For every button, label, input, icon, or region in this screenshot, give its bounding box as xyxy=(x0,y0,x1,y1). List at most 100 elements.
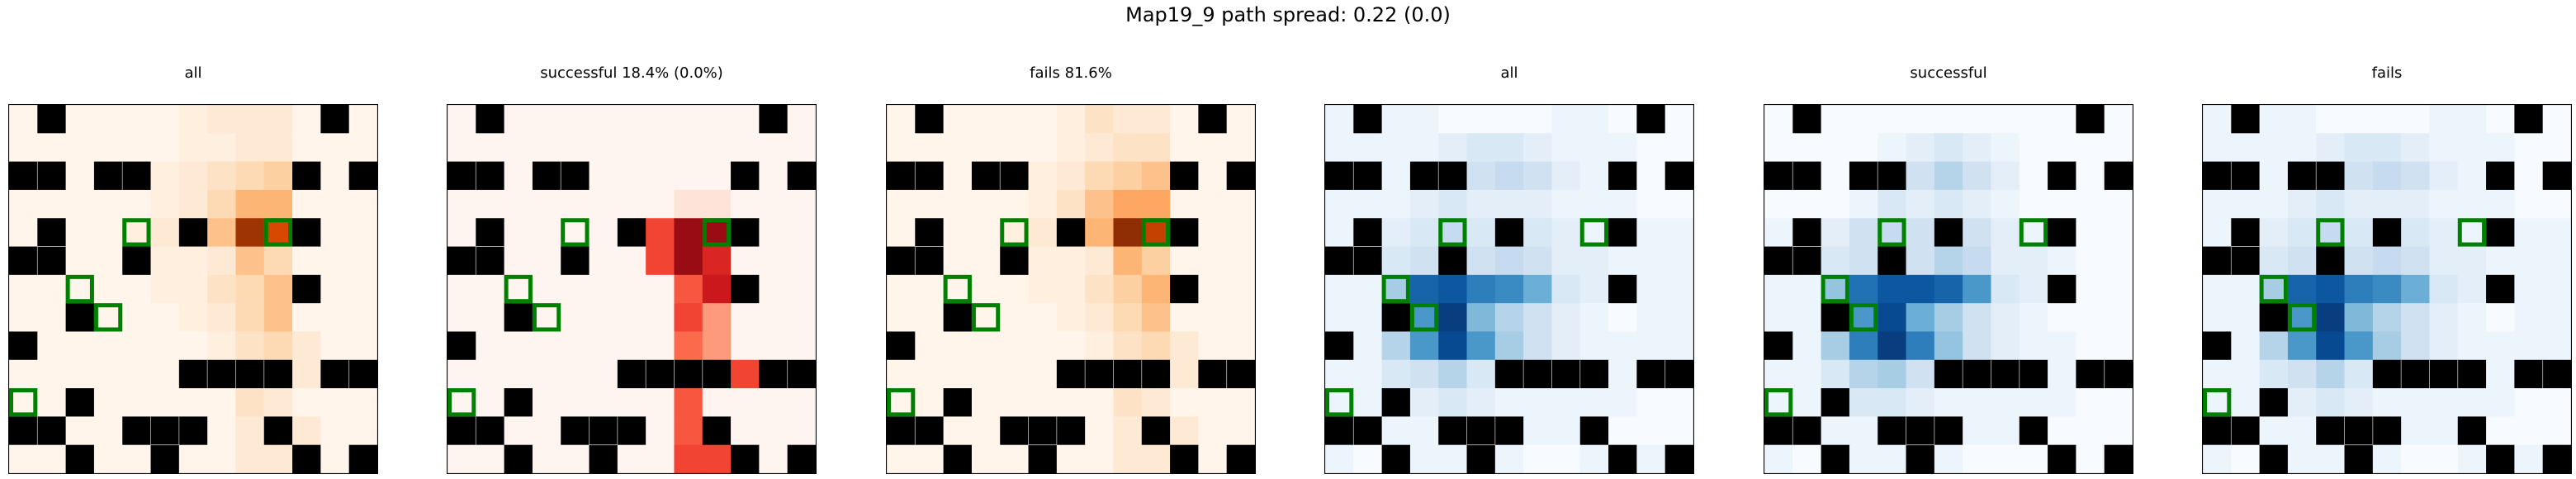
heat-cell xyxy=(1636,303,1666,333)
heat-cell xyxy=(2372,105,2402,134)
heat-cell xyxy=(759,444,788,474)
heat-cell xyxy=(1409,416,1439,446)
heat-cell xyxy=(93,274,123,304)
heat-cell xyxy=(1325,303,1354,333)
obstacle-cell xyxy=(887,416,916,446)
obstacle-cell xyxy=(943,388,973,417)
heat-cell xyxy=(1325,388,1354,417)
heat-cell xyxy=(150,189,180,219)
heat-cell xyxy=(2372,388,2402,417)
heat-cell xyxy=(122,359,152,389)
heat-cell xyxy=(1991,105,2020,134)
heat-cell xyxy=(1325,105,1354,134)
heat-cell xyxy=(1934,161,1963,191)
heat-cell xyxy=(2429,274,2459,304)
obstacle-cell xyxy=(1878,416,1907,446)
obstacle-cell xyxy=(292,444,321,474)
heat-cell xyxy=(1353,133,1383,163)
heat-cell xyxy=(1438,133,1468,163)
heat-cell xyxy=(1608,359,1637,389)
heat-cell xyxy=(1085,274,1115,304)
heat-cell xyxy=(122,218,152,248)
goal-marker xyxy=(2019,218,2048,247)
heat-cell xyxy=(887,133,916,163)
heatmap-grid xyxy=(8,104,378,474)
obstacle-cell xyxy=(320,359,350,389)
heat-cell xyxy=(674,218,703,248)
heat-cell xyxy=(1551,218,1581,248)
heat-cell xyxy=(207,133,237,163)
obstacle-cell xyxy=(65,444,95,474)
heat-cell xyxy=(674,189,703,219)
heat-cell xyxy=(150,359,180,389)
heat-cell xyxy=(787,133,817,163)
panel-title: fails xyxy=(2371,64,2403,82)
heat-cell xyxy=(1849,133,1878,163)
obstacle-cell xyxy=(2259,388,2289,417)
heat-cell xyxy=(2344,161,2374,191)
obstacle-cell xyxy=(1141,416,1171,446)
heat-cell xyxy=(2486,331,2515,361)
heat-cell xyxy=(1028,359,1058,389)
heat-cell xyxy=(65,246,95,276)
obstacle-cell xyxy=(561,161,590,191)
heat-cell xyxy=(122,388,152,417)
heat-cell xyxy=(1579,133,1609,163)
obstacle-cell xyxy=(1849,161,1878,191)
heat-cell xyxy=(2429,189,2459,219)
obstacle-cell xyxy=(447,331,476,361)
heat-cell xyxy=(731,189,760,219)
heat-cell xyxy=(971,133,1001,163)
heat-cell xyxy=(674,161,703,191)
heat-cell xyxy=(731,416,760,446)
obstacle-cell xyxy=(1579,359,1609,389)
heat-cell xyxy=(617,246,646,276)
obstacle-cell xyxy=(2542,359,2572,389)
heat-cell xyxy=(646,218,675,248)
obstacle-cell xyxy=(1353,218,1383,248)
heat-cell xyxy=(1878,218,1907,248)
heat-cell xyxy=(1226,189,1256,219)
heat-cell xyxy=(943,218,973,248)
obstacle-cell xyxy=(178,359,208,389)
heat-cell xyxy=(37,303,67,333)
obstacle-cell xyxy=(1381,444,1411,474)
obstacle-cell xyxy=(1170,161,1199,191)
heat-cell xyxy=(263,218,293,248)
heat-cell xyxy=(589,359,618,389)
heat-cell xyxy=(1963,274,1992,304)
obstacle-cell xyxy=(1325,161,1354,191)
heat-cell xyxy=(1494,388,1524,417)
heat-cell xyxy=(561,189,590,219)
heat-cell xyxy=(447,105,476,134)
heat-cell xyxy=(1170,416,1199,446)
heat-cell xyxy=(1325,189,1354,219)
heat-cell xyxy=(1438,303,1468,333)
heat-cell xyxy=(2429,388,2459,417)
heat-cell xyxy=(1963,133,1992,163)
heat-cell xyxy=(1198,246,1228,276)
heat-cell xyxy=(2104,388,2133,417)
axes-frame xyxy=(447,104,817,474)
heat-cell xyxy=(122,189,152,219)
heat-cell xyxy=(1113,105,1143,134)
heat-cell xyxy=(2287,133,2317,163)
heat-cell xyxy=(759,303,788,333)
heat-cell xyxy=(476,359,505,389)
obstacle-cell xyxy=(2231,161,2261,191)
heat-cell xyxy=(1409,359,1439,389)
obstacle-cell xyxy=(2542,161,2572,191)
heat-cell xyxy=(1664,133,1694,163)
heat-cell xyxy=(1636,331,1666,361)
heat-cell xyxy=(1608,388,1637,417)
obstacle-cell xyxy=(1000,161,1030,191)
obstacle-cell xyxy=(447,246,476,276)
heat-cell xyxy=(1608,246,1637,276)
heat-cell xyxy=(207,189,237,219)
heat-cell xyxy=(2514,218,2544,248)
heat-cell xyxy=(1664,189,1694,219)
obstacle-cell xyxy=(759,359,788,389)
obstacle-cell xyxy=(1056,218,1086,248)
heat-cell xyxy=(9,189,38,219)
heat-cell xyxy=(2259,274,2289,304)
